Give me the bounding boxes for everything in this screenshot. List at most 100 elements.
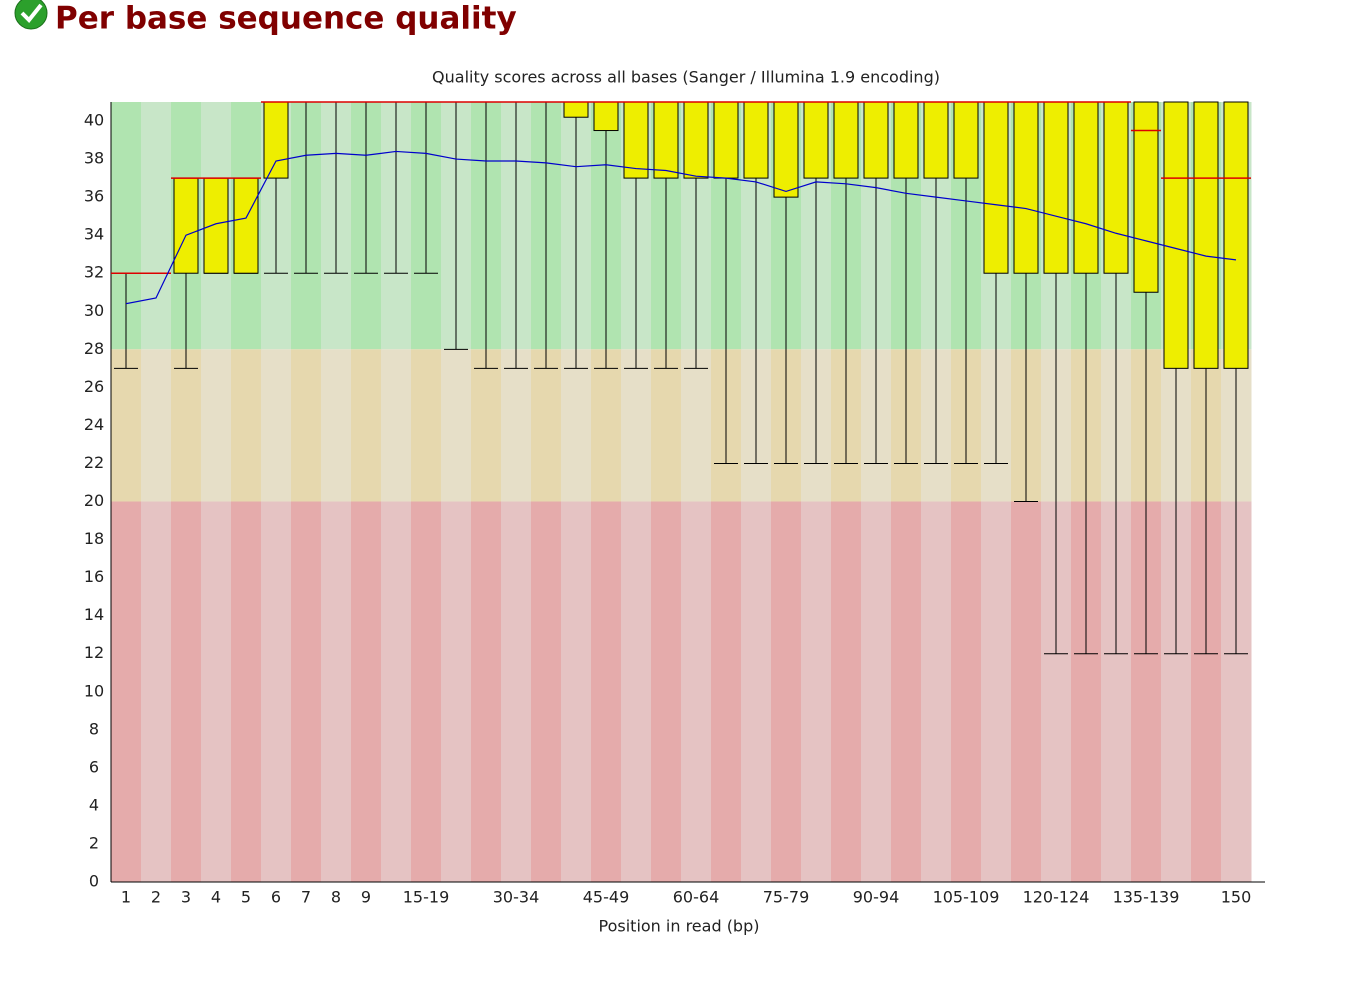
box <box>1163 101 1189 369</box>
quality-band <box>531 349 562 502</box>
quality-band <box>621 349 652 502</box>
quality-band <box>861 501 892 882</box>
chart-title: Quality scores across all bases (Sanger … <box>432 68 940 87</box>
x-tick-label: 1 <box>121 888 131 907</box>
quality-band <box>471 501 502 882</box>
quality-band <box>1011 501 1042 882</box>
quality-band <box>231 501 262 882</box>
box <box>173 177 199 274</box>
quality-band <box>231 349 262 502</box>
y-tick-label: 30 <box>84 301 104 320</box>
x-tick-label: 15-19 <box>403 888 450 907</box>
x-tick-label: 8 <box>331 888 341 907</box>
x-tick-label: 9 <box>361 888 371 907</box>
quality-band <box>141 102 172 350</box>
quality-band <box>201 501 232 882</box>
x-tick-label: 3 <box>181 888 191 907</box>
quality-band <box>321 349 352 502</box>
quality-band <box>741 501 772 882</box>
box <box>893 101 919 179</box>
x-tick-label: 5 <box>241 888 251 907</box>
y-tick-label: 0 <box>89 872 99 891</box>
y-tick-label: 12 <box>84 643 104 662</box>
x-tick-label: 60-64 <box>673 888 720 907</box>
y-tick-label: 38 <box>84 149 104 168</box>
quality-band <box>471 349 502 502</box>
y-tick-label: 32 <box>84 263 104 282</box>
x-tick-label: 90-94 <box>853 888 900 907</box>
box <box>563 101 589 118</box>
y-tick-label: 28 <box>84 339 104 358</box>
quality-band <box>201 349 232 502</box>
quality-band <box>441 501 472 882</box>
y-tick-label: 16 <box>84 567 104 586</box>
box <box>203 177 229 274</box>
quality-band <box>801 501 832 882</box>
quality-band <box>171 349 202 502</box>
x-tick-label: 7 <box>301 888 311 907</box>
quality-band <box>111 501 142 882</box>
quality-band <box>681 349 712 502</box>
x-tick-label: 75-79 <box>763 888 810 907</box>
y-tick-label: 24 <box>84 415 104 434</box>
quality-band <box>951 501 982 882</box>
quality-band <box>591 349 622 502</box>
box <box>953 101 979 179</box>
y-tick-label: 10 <box>84 681 104 700</box>
quality-band <box>321 501 352 882</box>
y-tick-label: 34 <box>84 225 104 244</box>
quality-band <box>441 349 472 502</box>
quality-band <box>261 501 292 882</box>
y-tick-label: 20 <box>84 491 104 510</box>
box <box>803 101 829 179</box>
box <box>233 177 259 274</box>
box <box>713 101 739 179</box>
x-tick-label: 120-124 <box>1023 888 1090 907</box>
box <box>263 101 289 179</box>
y-tick-label: 14 <box>84 605 104 624</box>
box <box>593 101 619 132</box>
quality-band <box>651 501 682 882</box>
box <box>833 101 859 179</box>
box <box>1043 101 1069 274</box>
y-tick-label: 22 <box>84 453 104 472</box>
x-tick-label: 135-139 <box>1113 888 1180 907</box>
y-tick-label: 40 <box>84 111 104 130</box>
quality-band <box>381 501 412 882</box>
quality-band <box>621 501 652 882</box>
quality-band <box>111 349 142 502</box>
y-tick-label: 18 <box>84 529 104 548</box>
quality-band <box>561 349 592 502</box>
y-tick-label: 36 <box>84 187 104 206</box>
quality-band <box>141 349 172 502</box>
quality-band <box>501 349 532 502</box>
y-tick-label: 6 <box>89 757 99 776</box>
quality-band <box>771 501 802 882</box>
y-tick-label: 8 <box>89 719 99 738</box>
x-tick-label: 150 <box>1221 888 1252 907</box>
quality-band <box>411 349 442 502</box>
x-tick-label: 105-109 <box>933 888 1000 907</box>
quality-band <box>261 349 292 502</box>
box <box>683 101 709 179</box>
quality-band <box>921 501 952 882</box>
box <box>743 101 769 179</box>
box <box>773 101 799 198</box>
quality-band <box>681 501 712 882</box>
quality-band <box>561 501 592 882</box>
y-tick-label: 26 <box>84 377 104 396</box>
pass-icon <box>14 0 48 30</box>
box <box>863 101 889 179</box>
quality-band <box>981 501 1012 882</box>
x-tick-label: 2 <box>151 888 161 907</box>
x-tick-label: 4 <box>211 888 221 907</box>
quality-band <box>291 349 322 502</box>
page-title: Per base sequence quality <box>55 1 517 37</box>
quality-band <box>291 501 322 882</box>
quality-band <box>591 501 622 882</box>
y-tick-label: 4 <box>89 795 99 814</box>
box <box>1133 101 1159 293</box>
box <box>923 101 949 179</box>
